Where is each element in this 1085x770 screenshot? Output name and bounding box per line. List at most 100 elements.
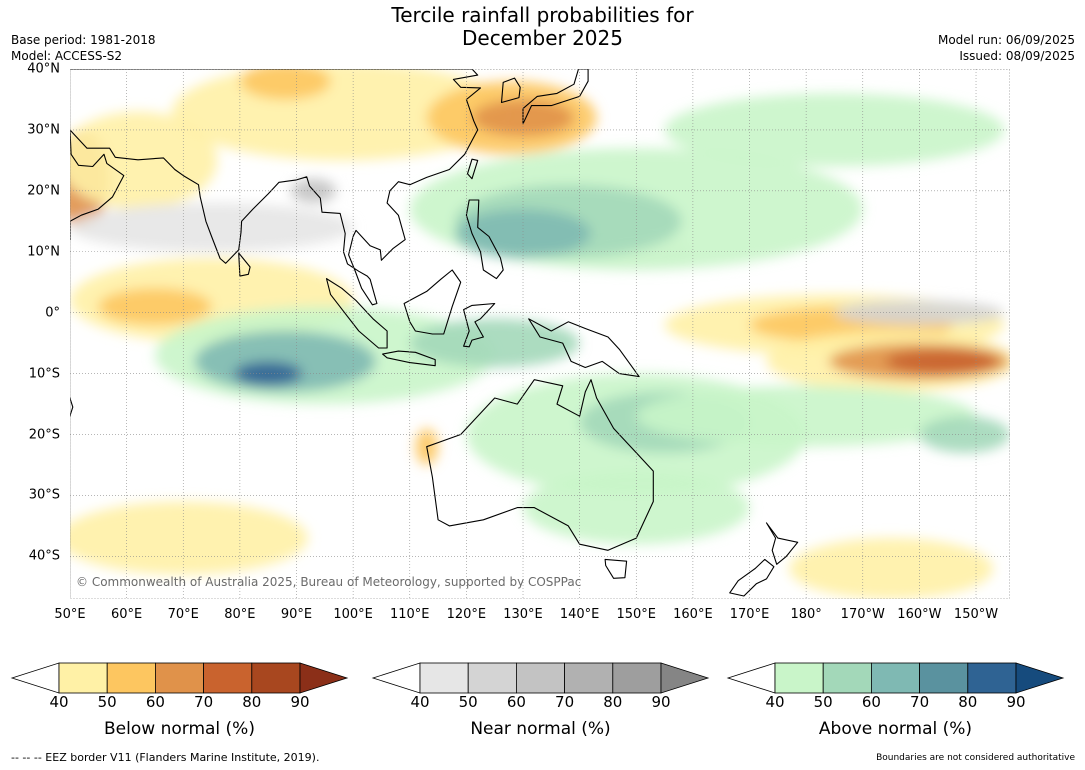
latitude-label: 20°S: [28, 427, 60, 443]
above-normal-tick: 50: [813, 693, 833, 711]
map-frame: [70, 69, 1010, 599]
coastline-australia: [426, 379, 654, 551]
model-name: Model: ACCESS-S2: [11, 49, 123, 63]
below-normal-label: Below normal (%): [104, 719, 255, 739]
region-below-3: [239, 69, 331, 100]
longitude-label: 140°E: [559, 607, 600, 622]
title-line-2: December 2025: [462, 26, 623, 50]
longitude-label: 90°E: [280, 607, 313, 622]
near-normal-swatch: [516, 662, 566, 694]
below-normal-swatch: [58, 662, 108, 694]
near-normal-tick: 60: [506, 693, 526, 711]
region-below-12: [885, 349, 999, 374]
copyright-notice: © Commonwealth of Australia 2025, Bureau…: [76, 575, 582, 589]
coastline-philippines: [465, 199, 504, 280]
near-normal-swatch: [612, 662, 662, 694]
map-panel: © Commonwealth of Australia 2025, Bureau…: [70, 69, 1010, 599]
meta-right: Model run: 06/09/2025 Issued: 08/09/2025: [938, 32, 1075, 64]
below-normal-swatch: [154, 662, 204, 694]
model-run-date: Model run: 06/09/2025: [937, 33, 1075, 47]
title-line-1: Tercile rainfall probabilities for: [391, 3, 694, 27]
coastline-sulawesi: [463, 302, 496, 348]
longitude-label: 110°E: [389, 607, 430, 622]
longitude-label: 130°E: [503, 607, 543, 622]
below-normal-tick: 50: [97, 693, 117, 711]
near-normal-high-extension: [660, 662, 710, 694]
below-normal-colorbar: [10, 662, 349, 694]
region-above-29: [636, 385, 977, 447]
longitude-label: 170°W: [840, 607, 885, 622]
latitude-label: 40°N: [27, 61, 60, 77]
region-above-22: [455, 209, 591, 258]
graticule: [70, 69, 1010, 599]
above-normal-low-extension: [726, 662, 776, 694]
above-normal-tick: 90: [1006, 693, 1026, 711]
latitude-label: 20°N: [27, 183, 60, 199]
coastline-java: [382, 350, 436, 367]
above-normal-tick: 60: [861, 693, 881, 711]
region-below-7: [98, 288, 212, 325]
region-below-13: [70, 501, 308, 575]
issued-date: Issued: 08/09/2025: [959, 49, 1075, 63]
probability-regions: [70, 69, 1010, 599]
region-near-16: [70, 203, 354, 252]
longitude-label: 160°E: [673, 607, 713, 622]
latitude-label: 30°N: [27, 122, 60, 138]
eez-border-note: -- -- -- EEZ border V11 (Flanders Marine…: [11, 751, 320, 764]
coastline-sumatra: [325, 278, 388, 349]
above-normal-label: Above normal (%): [818, 719, 973, 739]
below-normal-swatch: [106, 662, 156, 694]
coastline-korea: [500, 77, 521, 104]
near-normal-tick: 50: [458, 693, 478, 711]
coastline-new-zealand-north: [765, 522, 799, 565]
below-normal-high-extension: [299, 662, 349, 694]
above-normal-tick: 80: [958, 693, 978, 711]
below-normal-low-extension: [10, 662, 60, 694]
coastline-sri-lanka: [238, 252, 251, 277]
near-normal-swatch: [564, 662, 614, 694]
coastlines: [70, 69, 799, 597]
longitude-label: 170°E: [729, 607, 770, 622]
latitude-label: 0°: [45, 305, 60, 321]
near-normal-label: Near normal (%): [470, 719, 611, 739]
near-normal-swatch: [419, 662, 469, 694]
longitude-label: 60°E: [110, 607, 143, 622]
below-normal-swatch: [203, 662, 253, 694]
longitude-label: 150°W: [953, 607, 999, 622]
colorbar-graphics: [10, 662, 1065, 694]
latitude-label: 10°S: [28, 366, 60, 382]
below-normal-tick: 40: [49, 693, 69, 711]
base-period: Base period: 1981-2018: [11, 33, 156, 47]
region-below-5: [70, 111, 218, 210]
above-normal-colorbar: [726, 662, 1065, 694]
near-normal-swatch: [467, 662, 517, 694]
below-normal-swatch: [251, 662, 301, 694]
below-normal-tick: 60: [145, 693, 165, 711]
near-normal-tick: 40: [410, 693, 430, 711]
above-normal-tick: 70: [910, 693, 930, 711]
above-normal-swatch: [871, 662, 921, 694]
coastline-asia-mainland: [70, 69, 482, 306]
map-title: Tercile rainfall probabilities for Decem…: [0, 4, 1085, 50]
above-normal-swatch: [774, 662, 824, 694]
near-normal-colorbar: [371, 662, 710, 694]
longitude-label: 120°E: [446, 607, 487, 622]
coastline-new-guinea: [528, 318, 640, 378]
boundaries-note: Boundaries are not considered authoritat…: [876, 753, 1075, 763]
below-normal-tick: 80: [242, 693, 262, 711]
latitude-label: 40°S: [28, 548, 60, 564]
latitude-label: 30°S: [28, 487, 60, 503]
below-normal-tick: 90: [290, 693, 310, 711]
rainfall-map: [70, 69, 1010, 599]
coastline-new-zealand-south: [729, 558, 775, 597]
longitude-label: 180°: [790, 607, 822, 622]
above-normal-high-extension: [1015, 662, 1065, 694]
longitude-label: 50°E: [54, 607, 86, 622]
longitude-label: 80°E: [224, 607, 256, 622]
near-normal-tick: 70: [555, 693, 575, 711]
meta-left: Base period: 1981-2018 Model: ACCESS-S2: [11, 32, 156, 64]
coastline-borneo: [403, 269, 462, 335]
coastline-japan: [522, 69, 589, 125]
longitude-label: 150°E: [616, 607, 657, 622]
longitude-label: 160°W: [897, 607, 942, 622]
